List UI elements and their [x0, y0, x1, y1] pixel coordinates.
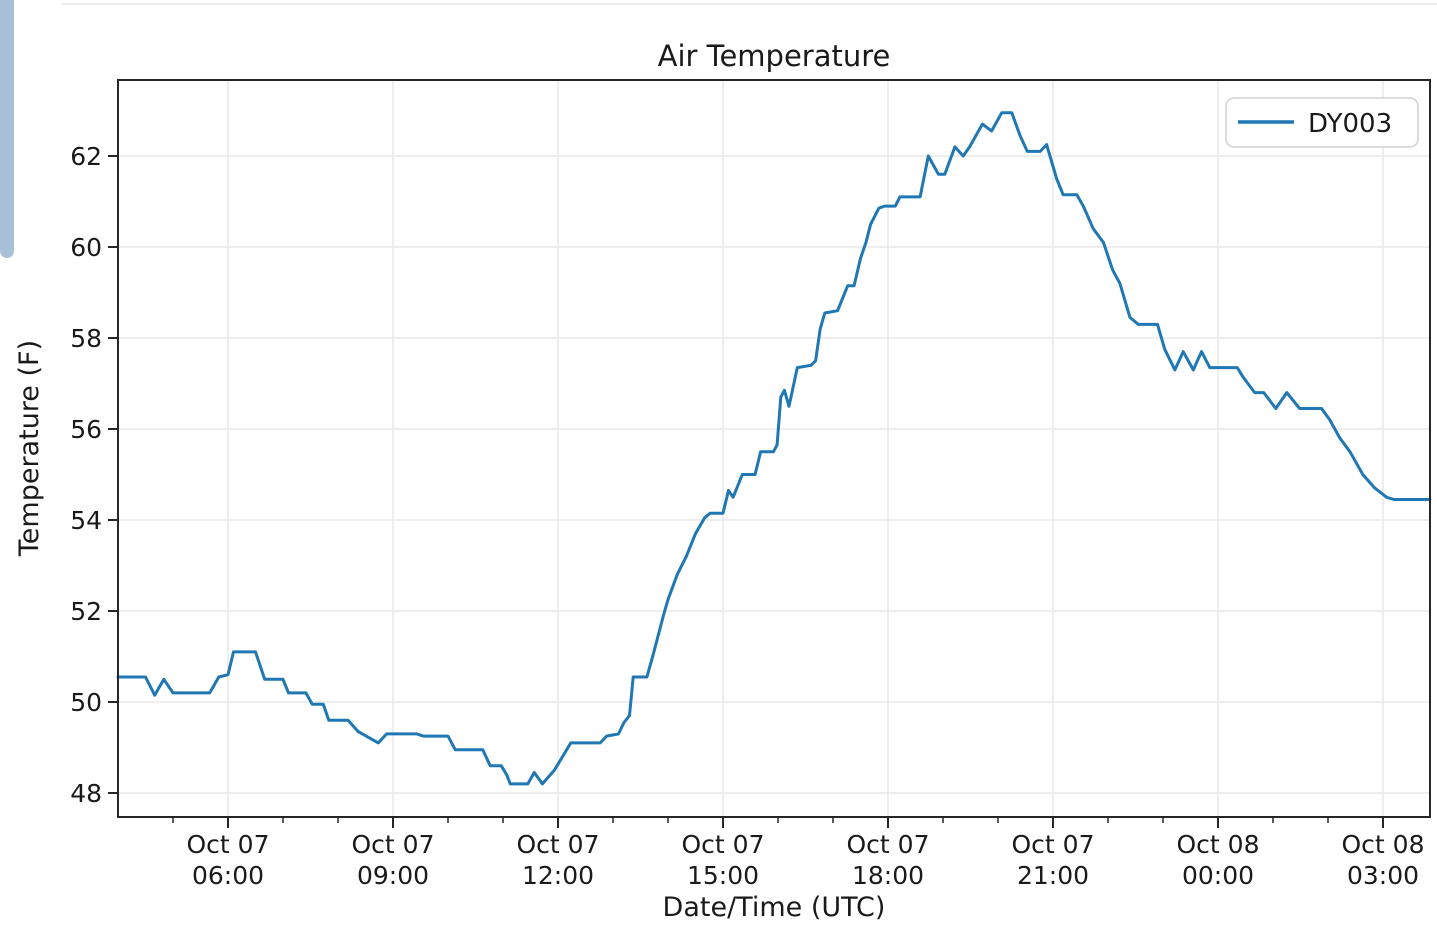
- plot-frame: [117, 79, 1431, 818]
- x-tick-label-time: 12:00: [522, 861, 594, 890]
- series-line-DY003: [116, 111, 1432, 786]
- x-tick-label-time: 18:00: [852, 861, 924, 890]
- grid-lines: [118, 80, 1430, 817]
- x-tick-label-date: Oct 08: [1342, 830, 1425, 859]
- x-tick-label-time: 15:00: [687, 861, 759, 890]
- x-tick-label-time: 06:00: [192, 861, 264, 890]
- y-tick-label: 54: [70, 506, 102, 535]
- y-axis-label: Temperature (F): [14, 340, 45, 557]
- x-tick-label-time: 21:00: [1017, 861, 1089, 890]
- x-tick-label-date: Oct 07: [847, 830, 930, 859]
- x-tick-label-date: Oct 07: [352, 830, 435, 859]
- x-tick-label-date: Oct 07: [682, 830, 765, 859]
- y-tick-label: 56: [70, 415, 102, 444]
- x-tick-label-date: Oct 08: [1177, 830, 1260, 859]
- x-tick-label-time: 00:00: [1182, 861, 1254, 890]
- y-tick-label: 48: [70, 779, 102, 808]
- y-tick-label: 52: [70, 597, 102, 626]
- legend: DY003: [1225, 97, 1419, 148]
- x-tick-label-date: Oct 07: [187, 830, 270, 859]
- y-tick-label: 58: [70, 324, 102, 353]
- legend-series-label: DY003: [1308, 109, 1392, 139]
- y-tick-label: 50: [70, 688, 102, 717]
- x-tick-label-date: Oct 07: [517, 830, 600, 859]
- y-tick-label: 60: [70, 233, 102, 262]
- x-tick-label-time: 03:00: [1347, 861, 1419, 890]
- top-divider: [62, 3, 1437, 5]
- x-axis-label: Date/Time (UTC): [663, 892, 886, 923]
- x-tick-label-date: Oct 07: [1012, 830, 1095, 859]
- legend-box: [1225, 97, 1419, 148]
- left-panel-scrollbar[interactable]: [0, 0, 14, 258]
- temperature-line-series: [116, 111, 1432, 786]
- y-tick-label: 62: [70, 142, 102, 171]
- chart-title: Air Temperature: [658, 39, 891, 73]
- x-tick-label-time: 09:00: [357, 861, 429, 890]
